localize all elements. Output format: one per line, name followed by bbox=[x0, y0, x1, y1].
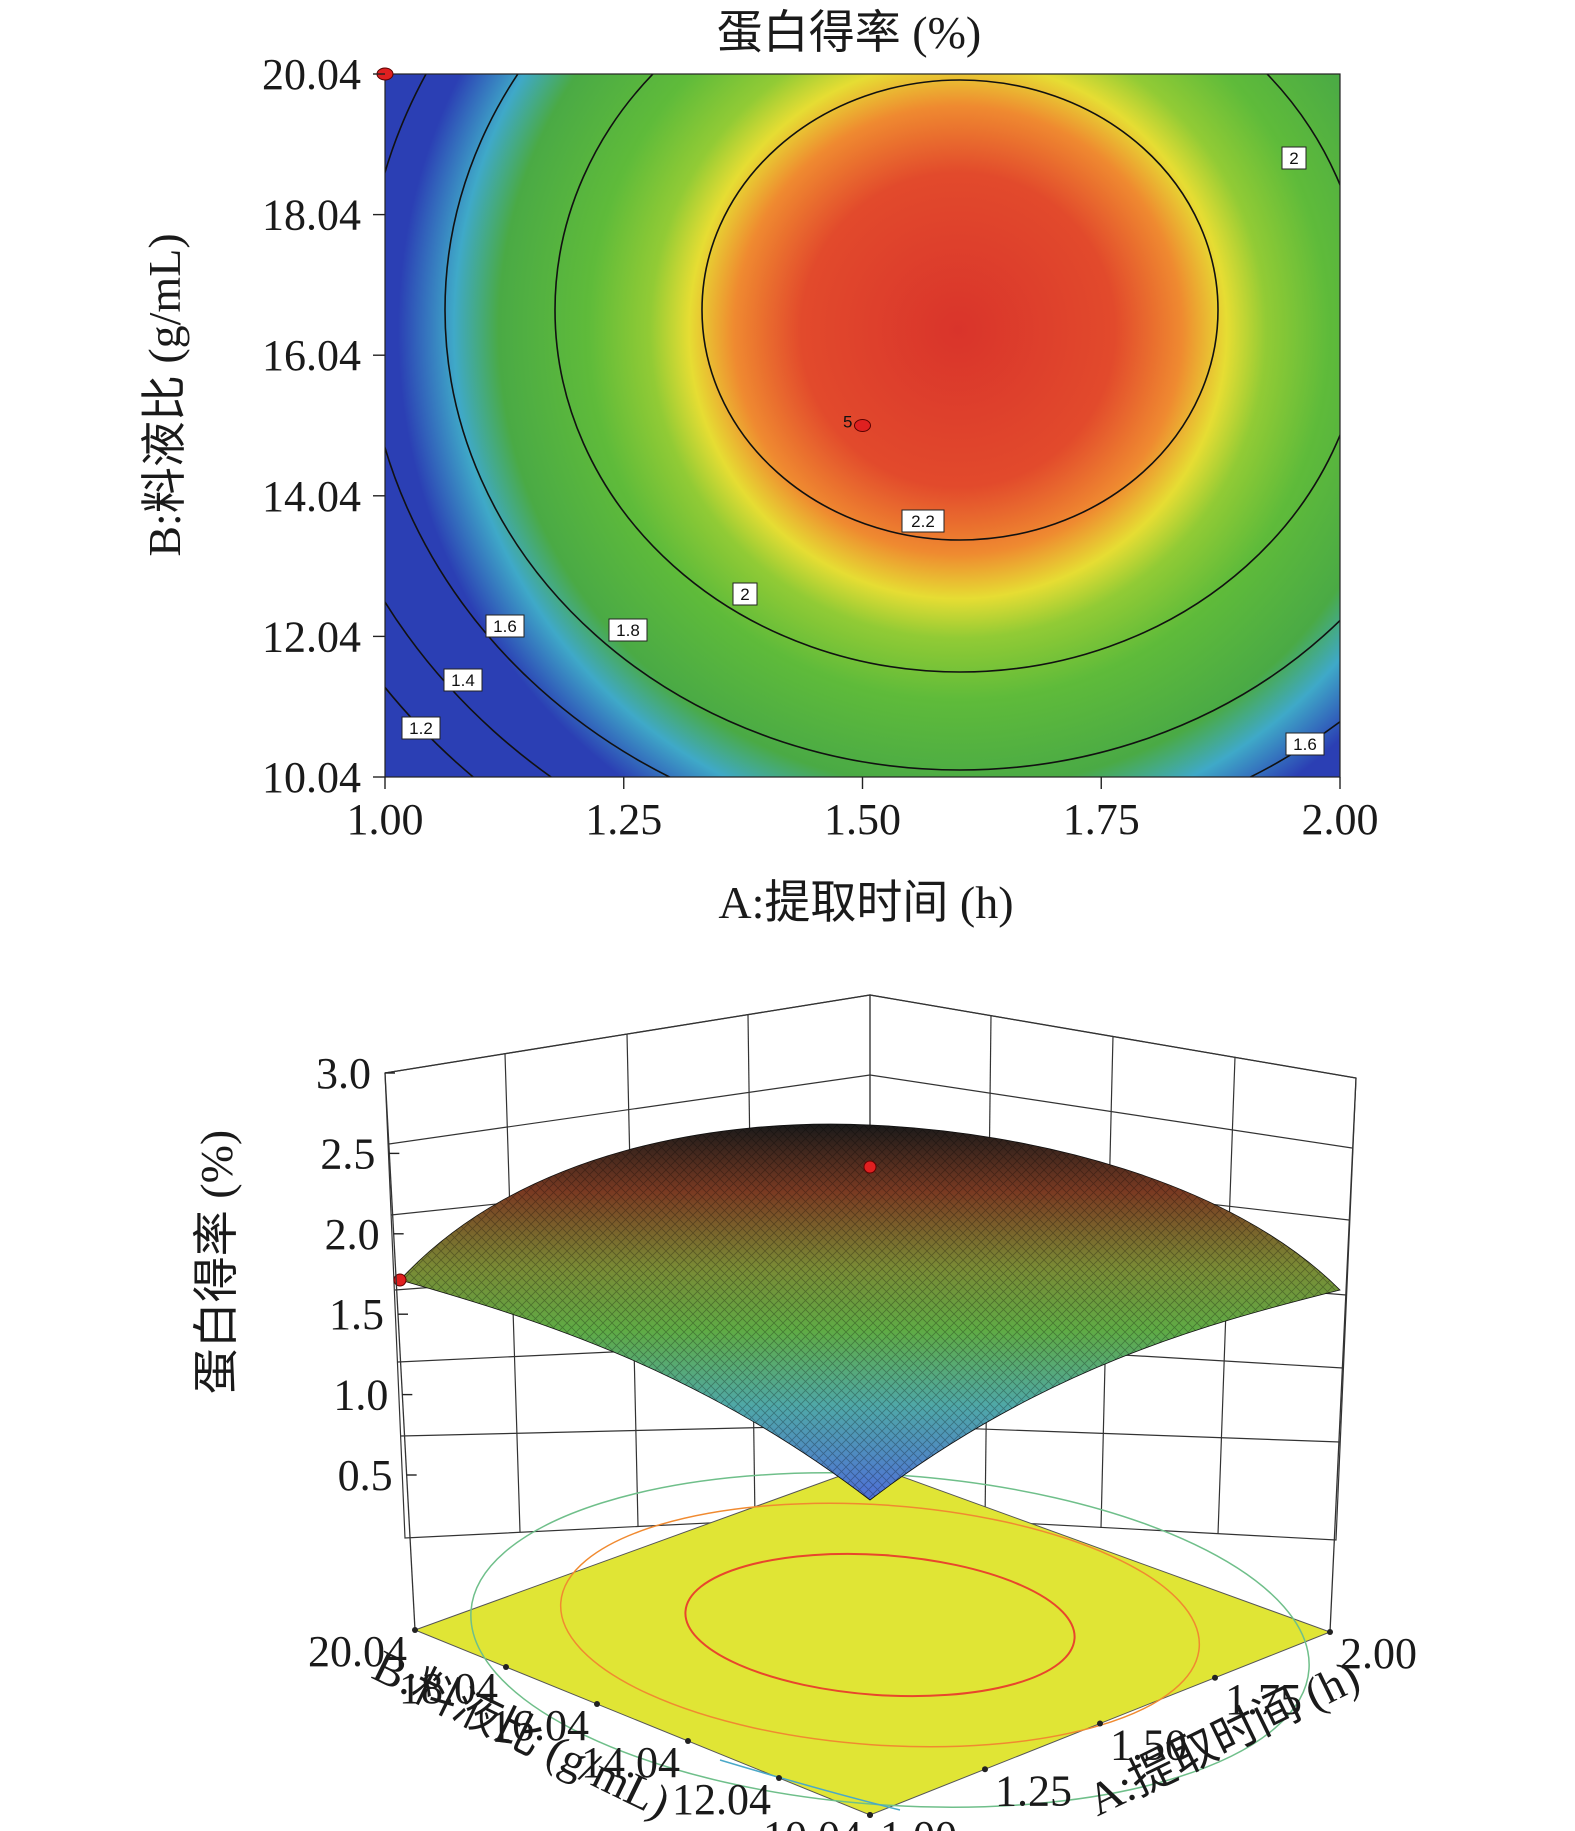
a-tick-mark bbox=[1212, 1674, 1218, 1681]
x-tick-label: 1.50 bbox=[824, 795, 901, 844]
a-tick-mark bbox=[1327, 1629, 1333, 1635]
contour-y-ticks: 10.04 12.04 14.04 16.04 18.04 20.04 bbox=[262, 50, 385, 802]
x-tick-label: 1.75 bbox=[1063, 795, 1140, 844]
b-tick-mark bbox=[594, 1701, 600, 1707]
a-tick-label: 2.00 bbox=[1340, 1629, 1417, 1678]
svg-text:1.4: 1.4 bbox=[451, 671, 475, 690]
contour-label: 2 bbox=[1281, 146, 1307, 170]
b-tick-label: 20.04 bbox=[308, 1627, 407, 1676]
surface-z-axis-label: 蛋白得率 (%) bbox=[191, 1130, 242, 1394]
svg-text:2: 2 bbox=[1289, 149, 1298, 168]
z-tick-label: 1.0 bbox=[333, 1371, 388, 1420]
response-surface bbox=[399, 1123, 1341, 1501]
y-tick-label: 20.04 bbox=[262, 50, 361, 99]
surface-a-ticks: 1.00 1.25 1.50 1.75 2.00 bbox=[867, 1629, 1417, 1831]
contour-x-ticks: 1.00 1.25 1.50 1.75 2.00 bbox=[347, 777, 1379, 844]
svg-text:2.2: 2.2 bbox=[911, 512, 935, 531]
contour-label: 1.6 bbox=[1285, 732, 1325, 756]
a-tick-label: 1.75 bbox=[1225, 1675, 1302, 1724]
a-tick-label: 1.00 bbox=[880, 1812, 957, 1831]
contour-line-1.8 bbox=[444, 74, 1340, 771]
z-tick-label: 0.5 bbox=[338, 1451, 393, 1500]
b-tick-label: 12.04 bbox=[672, 1775, 771, 1824]
a-tick-label: 1.25 bbox=[995, 1766, 1072, 1815]
front-edges bbox=[384, 994, 1357, 1633]
contour-line-2.2 bbox=[701, 79, 1219, 541]
svg-text:1.6: 1.6 bbox=[493, 617, 517, 636]
design-points bbox=[376, 67, 871, 432]
x-tick-label: 2.00 bbox=[1302, 795, 1379, 844]
a-tick-label: 1.50 bbox=[1110, 1721, 1187, 1770]
contour-label: 1.2 bbox=[401, 716, 441, 740]
b-tick-label: 16.04 bbox=[490, 1701, 589, 1750]
z-tick-label: 3.0 bbox=[316, 1049, 371, 1098]
contour-title: 蛋白得率 (%) bbox=[717, 7, 981, 58]
y-tick-label: 18.04 bbox=[262, 191, 361, 240]
b-tick-label: 18.04 bbox=[399, 1664, 498, 1713]
svg-text:2: 2 bbox=[740, 585, 749, 604]
b-tick-mark bbox=[776, 1775, 782, 1781]
svg-text:1.2: 1.2 bbox=[409, 719, 433, 738]
b-tick-mark bbox=[412, 1627, 418, 1633]
y-tick-label: 16.04 bbox=[262, 331, 361, 380]
x-tick-label: 1.00 bbox=[347, 795, 424, 844]
contour-label: 2 bbox=[732, 582, 758, 606]
x-tick-label: 1.25 bbox=[585, 795, 662, 844]
design-point bbox=[854, 419, 871, 432]
contour-y-axis-label: B:料液比 (g/mL) bbox=[139, 233, 190, 556]
contour-labels: 1.2 1.4 1.6 1.8 2 2.2 2 1.6 bbox=[401, 146, 1325, 756]
surface-design-point bbox=[393, 1273, 407, 1287]
surface-design-points bbox=[393, 1160, 877, 1287]
svg-text:1.8: 1.8 bbox=[616, 621, 640, 640]
contour-label: 1.8 bbox=[608, 618, 648, 642]
contour-x-axis-label: A:提取时间 (h) bbox=[718, 877, 1013, 928]
b-tick-mark bbox=[503, 1664, 509, 1670]
z-tick-label: 1.5 bbox=[329, 1290, 384, 1339]
svg-text:1.6: 1.6 bbox=[1293, 735, 1317, 754]
a-tick-mark bbox=[982, 1766, 988, 1773]
y-tick-label: 14.04 bbox=[262, 472, 361, 521]
a-tick-mark bbox=[867, 1812, 873, 1818]
contour-label: 1.6 bbox=[485, 614, 525, 638]
surface-design-point bbox=[863, 1160, 877, 1174]
contour-line-2-inner bbox=[554, 74, 1340, 673]
contour-label: 1.4 bbox=[443, 668, 483, 692]
a-tick-mark bbox=[1097, 1720, 1103, 1727]
surface-plot: 0.5 1.0 1.5 2.0 2.5 3.0 蛋白得率 (%) 20.0418.0416… bbox=[191, 994, 1417, 1831]
b-tick-label: 10.04 bbox=[763, 1812, 862, 1831]
z-tick-label: 2.0 bbox=[325, 1210, 380, 1259]
design-point-count-label: 5 bbox=[843, 413, 852, 432]
z-tick-label: 2.5 bbox=[320, 1129, 375, 1178]
y-tick-label: 10.04 bbox=[262, 753, 361, 802]
b-tick-label: 14.04 bbox=[581, 1738, 680, 1787]
contour-plot: 蛋白得率 (%) 1.2 1.4 1.6 1.8 2 2.2 2 1.6 5 1… bbox=[139, 7, 1379, 928]
surface-z-ticks: 0.5 1.0 1.5 2.0 2.5 3.0 bbox=[316, 1049, 417, 1500]
b-tick-mark bbox=[685, 1738, 691, 1744]
contour-label: 2.2 bbox=[901, 509, 945, 533]
y-tick-label: 12.04 bbox=[262, 612, 361, 661]
